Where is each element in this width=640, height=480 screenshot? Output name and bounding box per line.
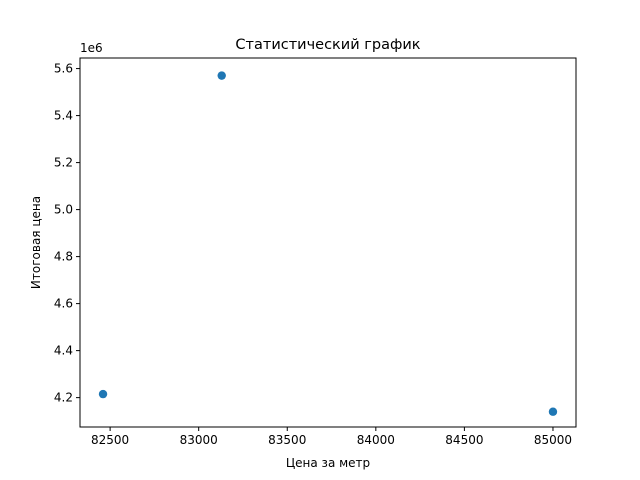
data-points bbox=[98, 71, 558, 416]
y-axis-ticks: 4.2 4.4 4.6 4.8 5.0 5.2 5.4 5.6 bbox=[54, 62, 80, 405]
scatter-point bbox=[217, 71, 226, 80]
y-tick-label: 4.6 bbox=[54, 297, 73, 311]
plot-area bbox=[80, 58, 576, 427]
y-tick-label: 5.2 bbox=[54, 156, 73, 170]
y-tick-label: 5.4 bbox=[54, 109, 73, 123]
x-tick-label: 83000 bbox=[180, 433, 218, 447]
x-axis-ticks: 82500 83000 83500 84000 84500 85000 bbox=[91, 427, 572, 447]
x-tick-label: 82500 bbox=[91, 433, 129, 447]
y-tick-label: 5.6 bbox=[54, 62, 73, 76]
x-axis-label: Цена за метр bbox=[286, 456, 370, 470]
x-tick-label: 84500 bbox=[445, 433, 483, 447]
y-tick-label: 4.4 bbox=[54, 344, 73, 358]
y-axis-label: Итоговая цена bbox=[29, 196, 43, 289]
x-tick-label: 83500 bbox=[268, 433, 306, 447]
plot-frame bbox=[79, 57, 577, 428]
scatter-point bbox=[98, 389, 108, 399]
x-tick-label: 85000 bbox=[534, 433, 572, 447]
chart-title: Статистический график bbox=[235, 37, 420, 53]
x-tick-label: 84000 bbox=[357, 433, 395, 447]
scatter-point bbox=[548, 407, 558, 416]
y-tick-label: 4.2 bbox=[54, 391, 73, 405]
y-offset-label: 1e6 bbox=[80, 41, 103, 55]
y-tick-label: 5.0 bbox=[54, 203, 73, 217]
y-tick-label: 4.8 bbox=[54, 250, 73, 264]
